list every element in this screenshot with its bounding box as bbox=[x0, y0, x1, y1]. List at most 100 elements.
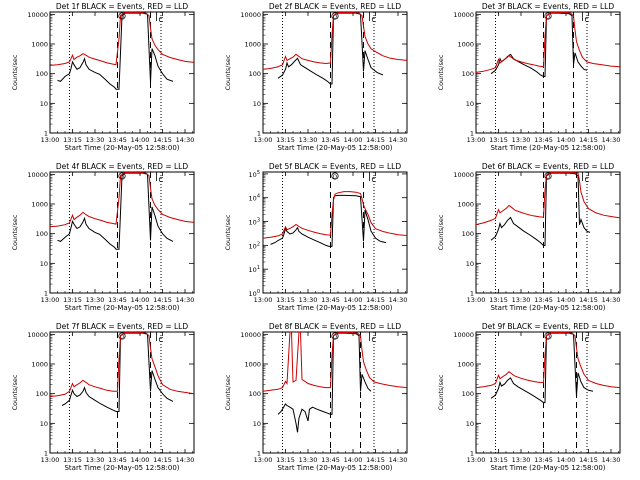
circle-marker-label: D bbox=[546, 174, 550, 180]
plot-frame bbox=[475, 11, 621, 134]
bracket-marker bbox=[582, 331, 588, 341]
x-tick-label: 14:00 bbox=[557, 456, 576, 464]
y-tick-label: 1000 bbox=[244, 41, 261, 49]
y-tick-label: 10000 bbox=[453, 171, 474, 179]
x-tick-label: 14:00 bbox=[344, 136, 363, 144]
y-tick-label: 1 bbox=[470, 450, 474, 458]
bracket-marker bbox=[369, 11, 375, 21]
x-tick-label: 14:30 bbox=[176, 456, 195, 464]
y-tick-base: 10 bbox=[249, 219, 257, 227]
x-tick-label: 14:00 bbox=[557, 296, 576, 304]
circle-marker-label: D bbox=[333, 174, 337, 180]
x-tick-label: 13:30 bbox=[86, 136, 105, 144]
circle-marker bbox=[331, 172, 339, 180]
series-lld bbox=[50, 12, 194, 66]
y-tick-label: 1 bbox=[257, 130, 261, 138]
y-axis-label: Counts/sec bbox=[224, 54, 232, 90]
x-tick-label: 13:30 bbox=[299, 456, 318, 464]
x-tick-label: 13:15 bbox=[276, 136, 295, 144]
y-tick-label: 1 bbox=[257, 450, 261, 458]
y-tick-label: 10 bbox=[466, 420, 474, 428]
y-tick-label: 10 bbox=[40, 420, 48, 428]
y-tick-label: 101 bbox=[249, 265, 260, 274]
x-tick-label: 13:15 bbox=[63, 296, 82, 304]
x-tick-label: 13:30 bbox=[299, 136, 318, 144]
x-tick-label: 13:30 bbox=[512, 456, 531, 464]
chart-title: Det 7f BLACK = Events, RED = LLD bbox=[56, 322, 189, 331]
x-tick-label: 14:00 bbox=[131, 456, 150, 464]
x-tick-label: 14:15 bbox=[153, 456, 172, 464]
x-tick-label: 14:15 bbox=[153, 136, 172, 144]
y-tick-exponent: 1 bbox=[257, 265, 260, 271]
x-axis-label: Start Time (20-May-05 12:58:00) bbox=[64, 144, 179, 152]
y-tick-label: 100 bbox=[36, 230, 48, 238]
y-tick-label: 10000 bbox=[240, 11, 261, 19]
x-tick-label: 14:00 bbox=[131, 136, 150, 144]
y-tick-label: 10000 bbox=[27, 11, 48, 19]
y-axis-label: Counts/sec bbox=[437, 374, 445, 410]
x-tick-label: 14:15 bbox=[579, 136, 598, 144]
y-tick-label: 10000 bbox=[453, 11, 474, 19]
x-tick-label: 13:00 bbox=[467, 296, 486, 304]
series-events bbox=[277, 332, 372, 433]
y-tick-label: 10 bbox=[253, 100, 261, 108]
chart-title: Det 6f BLACK = Events, RED = LLD bbox=[482, 162, 615, 171]
x-axis-label: Start Time (20-May-05 12:58:00) bbox=[277, 464, 392, 472]
y-tick-label: 100 bbox=[462, 390, 474, 398]
y-tick-exponent: 2 bbox=[257, 241, 260, 247]
plot-frame bbox=[262, 11, 408, 134]
x-tick-label: 13:15 bbox=[489, 296, 508, 304]
bracket-marker bbox=[156, 11, 162, 21]
bracket-marker-label: C bbox=[585, 176, 590, 184]
series-events bbox=[270, 194, 387, 247]
y-tick-label: 1000 bbox=[31, 41, 48, 49]
y-tick-label: 1 bbox=[470, 130, 474, 138]
plot-frame bbox=[475, 171, 621, 294]
plot-frame bbox=[262, 171, 408, 294]
series-lld bbox=[476, 332, 620, 389]
x-tick-label: 14:30 bbox=[389, 456, 408, 464]
x-tick-label: 13:00 bbox=[254, 296, 273, 304]
y-tick-base: 10 bbox=[249, 290, 257, 298]
x-tick-label: 13:00 bbox=[467, 456, 486, 464]
x-tick-label: 13:30 bbox=[512, 296, 531, 304]
y-axis-label: Counts/sec bbox=[11, 374, 19, 410]
y-axis-label: Counts/sec bbox=[224, 214, 232, 250]
x-tick-label: 14:00 bbox=[131, 296, 150, 304]
y-tick-label: 104 bbox=[249, 194, 260, 203]
plot-frame bbox=[475, 331, 621, 454]
circle-marker-label: D bbox=[333, 14, 337, 20]
bracket-marker bbox=[369, 331, 375, 341]
y-tick-exponent: 0 bbox=[257, 289, 260, 295]
bracket-marker-label: C bbox=[159, 16, 164, 24]
x-axis-label: Start Time (20-May-05 12:58:00) bbox=[277, 304, 392, 312]
plot-frame bbox=[262, 331, 408, 454]
plot-frame bbox=[49, 11, 195, 134]
y-tick-base: 10 bbox=[249, 195, 257, 203]
x-axis-label: Start Time (20-May-05 12:58:00) bbox=[64, 464, 179, 472]
x-tick-label: 13:00 bbox=[254, 136, 273, 144]
x-axis-label: Start Time (20-May-05 12:58:00) bbox=[64, 304, 179, 312]
y-tick-base: 10 bbox=[249, 266, 257, 274]
x-tick-label: 14:15 bbox=[153, 296, 172, 304]
y-tick-label: 1000 bbox=[31, 361, 48, 369]
y-tick-exponent: 3 bbox=[257, 218, 260, 224]
x-tick-label: 13:45 bbox=[321, 456, 340, 464]
y-tick-label: 1 bbox=[44, 290, 48, 298]
y-tick-exponent: 5 bbox=[257, 170, 260, 176]
y-tick-label: 1000 bbox=[457, 201, 474, 209]
x-tick-label: 14:00 bbox=[557, 136, 576, 144]
series-events bbox=[490, 12, 588, 77]
x-tick-label: 14:30 bbox=[389, 296, 408, 304]
x-tick-label: 14:30 bbox=[602, 456, 621, 464]
y-tick-label: 1 bbox=[44, 130, 48, 138]
x-tick-label: 13:45 bbox=[321, 136, 340, 144]
x-tick-label: 13:45 bbox=[108, 456, 127, 464]
x-tick-label: 13:30 bbox=[299, 296, 318, 304]
x-tick-label: 14:15 bbox=[366, 136, 385, 144]
